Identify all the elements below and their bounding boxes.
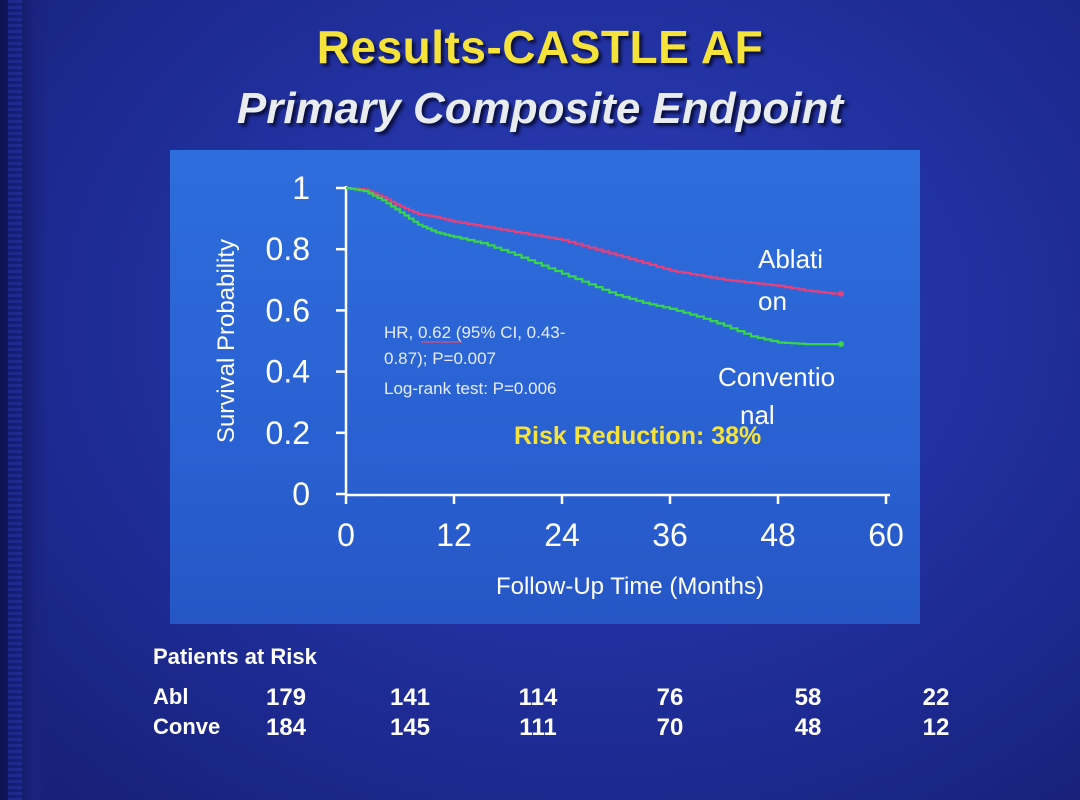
hazard-ratio-text: 0.87); P=0.007 — [384, 349, 496, 368]
chart-panel: 0 0.2 0.4 0.6 0.8 1 0 12 24 36 48 60 Follow-Up Time … — [170, 150, 920, 624]
risk-reduction-text: Risk Reduction: 38% — [514, 422, 761, 450]
risk-table-title: Patients at Risk — [153, 644, 317, 669]
x-axis-title: Follow-Up Time (Months) — [496, 573, 764, 600]
series-line-ablation — [346, 186, 841, 295]
risk-cell: 76 — [656, 684, 684, 711]
y-tick-label: 0.4 — [266, 354, 310, 390]
risk-cell: 179 — [265, 684, 307, 711]
risk-cell: 12 — [922, 714, 950, 741]
x-tick-label: 60 — [868, 517, 904, 553]
x-tick-label: 36 — [652, 517, 688, 553]
series-end-point — [838, 290, 844, 297]
risk-cell: 114 — [518, 684, 558, 711]
risk-cell: 145 — [389, 714, 431, 741]
risk-cell: 184 — [265, 714, 307, 741]
series-label-ablation: Ablati — [758, 244, 823, 274]
risk-cell: 48 — [794, 714, 822, 741]
screen-edge — [0, 0, 48, 800]
survival-chart: 0 0.2 0.4 0.6 0.8 1 0 12 24 36 48 60 Follow-Up Time … — [213, 170, 904, 600]
risk-table-row: Abl 179 141 114 76 58 22 — [150, 684, 990, 714]
x-tick-label: 0 — [337, 517, 355, 553]
series-label-conventional: nal — [740, 400, 775, 430]
series-end-point — [838, 341, 844, 348]
y-tick-label: 0 — [292, 476, 310, 512]
series-label-conventional: Conventio — [718, 362, 835, 392]
x-tick-label: 24 — [544, 517, 580, 553]
y-tick-label: 0.8 — [266, 231, 310, 267]
risk-row-label: Abl — [153, 684, 189, 709]
slide-title: Results-CASTLE AF — [316, 21, 764, 73]
slide-subtitle: Primary Composite Endpoint — [236, 84, 844, 133]
risk-row-label: Conve — [153, 714, 221, 739]
y-tick-label: 0.6 — [266, 292, 310, 328]
y-tick-label: 0.2 — [266, 415, 310, 451]
risk-cell: 111 — [519, 714, 557, 741]
risk-cell: 141 — [389, 684, 431, 711]
risk-table-row: Conve 184 145 111 70 48 12 — [150, 714, 990, 744]
y-tick-label: 1 — [292, 170, 310, 206]
risk-cell: 58 — [794, 684, 822, 711]
logrank-text: Log-rank test: P=0.006 — [384, 379, 556, 398]
series-label-ablation: on — [758, 286, 787, 316]
patients-at-risk-table: Patients at Risk Abl 179 141 114 76 58 2… — [150, 640, 990, 750]
risk-cell: 22 — [922, 684, 950, 711]
series-line-conventional — [346, 186, 841, 346]
x-tick-label: 48 — [760, 517, 796, 553]
y-axis-title: Survival Probability — [213, 239, 240, 443]
risk-cell: 70 — [656, 714, 684, 741]
hazard-ratio-text: HR, 0.62 (95% CI, 0.43- — [384, 323, 565, 342]
x-tick-label: 12 — [436, 517, 472, 553]
